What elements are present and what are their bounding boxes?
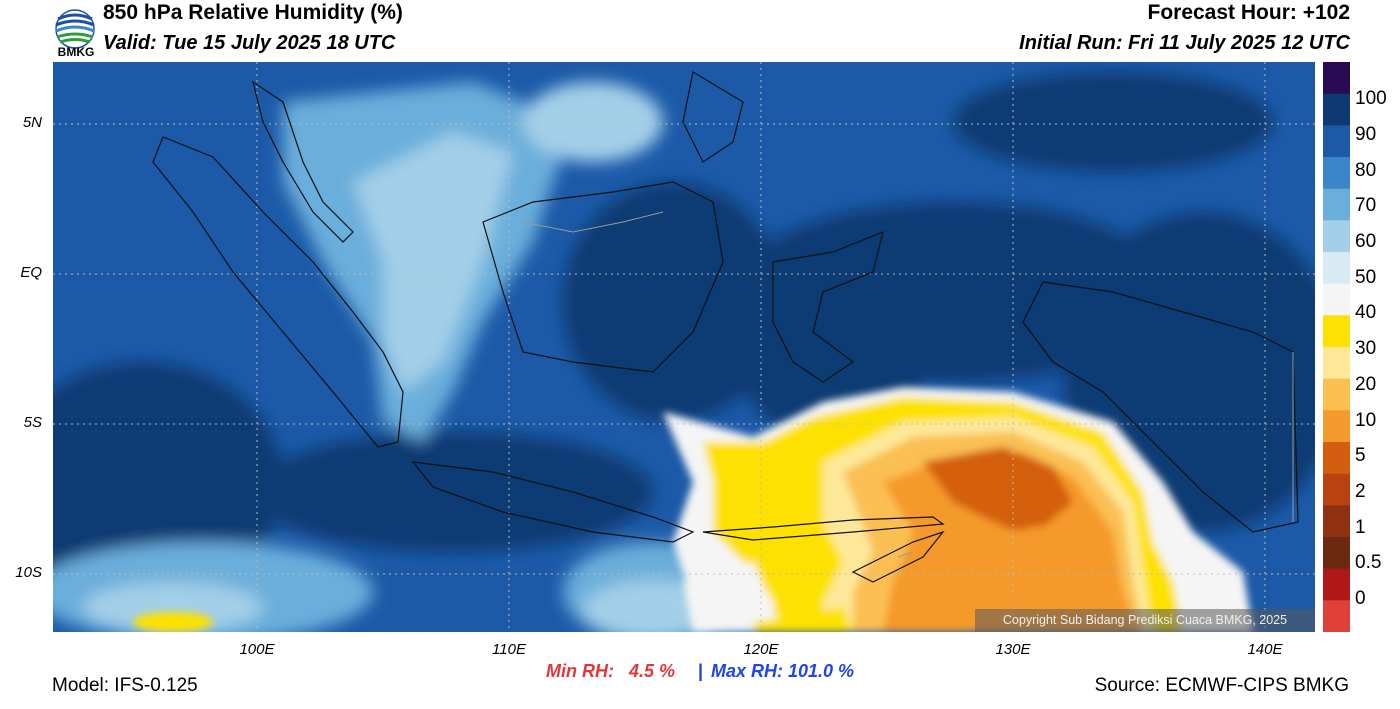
bmkg-logo (55, 9, 95, 49)
min-rh: Min RH: 4.5 % (546, 661, 676, 681)
initial-run: Initial Run: Fri 11 July 2025 12 UTC (1019, 32, 1350, 54)
colorbar-label-70: 70 (1355, 195, 1377, 216)
colorbar-swatch (1323, 252, 1350, 285)
lon-label-100e: 100E (239, 641, 275, 658)
colorbar-swatch (1323, 62, 1350, 95)
colorbar-label-100: 100 (1355, 88, 1387, 109)
lon-label-120e: 120E (743, 641, 779, 658)
humidity-map (53, 62, 1315, 632)
separator: | (698, 661, 704, 681)
colorbar-swatch (1323, 283, 1350, 316)
lat-label-10s: 10S (15, 564, 42, 581)
copyright-notice: Copyright Sub Bidang Prediksi Cuaca BMKG… (975, 609, 1315, 632)
colorbar-label-40: 40 (1355, 302, 1377, 323)
colorbar-swatch (1323, 188, 1350, 221)
colorbar-swatch (1323, 473, 1350, 506)
colorbar-label-60: 60 (1355, 231, 1377, 252)
colorbar-swatch (1323, 568, 1350, 601)
source-label: Source: ECMWF-CIPS BMKG (1094, 675, 1349, 696)
colorbar-label-1: 1 (1355, 517, 1366, 538)
timor-border (897, 551, 914, 558)
sumatra-coast (152, 136, 404, 448)
lat-label-eq: EQ (20, 264, 42, 281)
sulawesi-coast (772, 231, 884, 383)
chart-title: 850 hPa Relative Humidity (%) (103, 1, 403, 24)
java-coast (411, 461, 695, 543)
lon-label-110e: 110E (492, 641, 526, 658)
lon-label-140e: 140E (1247, 641, 1283, 658)
colorbar-swatch (1323, 410, 1350, 443)
philippines-coast (682, 71, 744, 163)
colorbar-swatch (1323, 157, 1350, 190)
colorbar-label-90: 90 (1355, 124, 1377, 145)
valid-time: Valid: Tue 15 July 2025 18 UTC (103, 32, 396, 54)
colorbar-label-5: 5 (1355, 445, 1366, 466)
colorbar-swatch (1323, 347, 1350, 380)
colorbar-label-20: 20 (1355, 374, 1377, 395)
colorbar-swatch (1323, 220, 1350, 253)
lat-label-5n: 5N (22, 114, 42, 131)
colorbar (1323, 62, 1350, 632)
colorbar-swatch (1323, 505, 1350, 538)
colorbar-swatch (1323, 442, 1350, 475)
colorbar-swatch (1323, 315, 1350, 348)
colorbar-swatch (1323, 125, 1350, 158)
papua-coast (1022, 281, 1299, 533)
borneo-coast (482, 181, 724, 373)
colorbar-label-10: 10 (1355, 410, 1377, 431)
model-label: Model: IFS-0.125 (52, 675, 198, 696)
malay-peninsula-coast (252, 80, 354, 243)
colorbar-label-50: 50 (1355, 267, 1377, 288)
colorbar-label-30: 30 (1355, 338, 1377, 359)
timor-coast (851, 530, 945, 583)
colorbar-label-0-5: 0.5 (1355, 552, 1382, 573)
colorbar-label-0: 0 (1355, 588, 1366, 609)
colorbar-swatch (1323, 537, 1350, 570)
borneo-border (522, 211, 664, 233)
colorbar-swatch (1323, 600, 1350, 632)
nusa-tenggara-coast (702, 516, 945, 541)
forecast-hour: Forecast Hour: +102 (1147, 1, 1351, 24)
colorbar-label-2: 2 (1355, 481, 1366, 502)
logo-text: BMKG (57, 45, 95, 59)
lon-label-130e: 130E (995, 641, 1031, 658)
colorbar-swatch (1323, 378, 1350, 411)
colorbar-swatch (1323, 93, 1350, 126)
colorbar-label-80: 80 (1355, 160, 1377, 181)
lat-label-5s: 5S (23, 414, 42, 431)
max-rh: Max RH: 101.0 % (711, 661, 855, 681)
